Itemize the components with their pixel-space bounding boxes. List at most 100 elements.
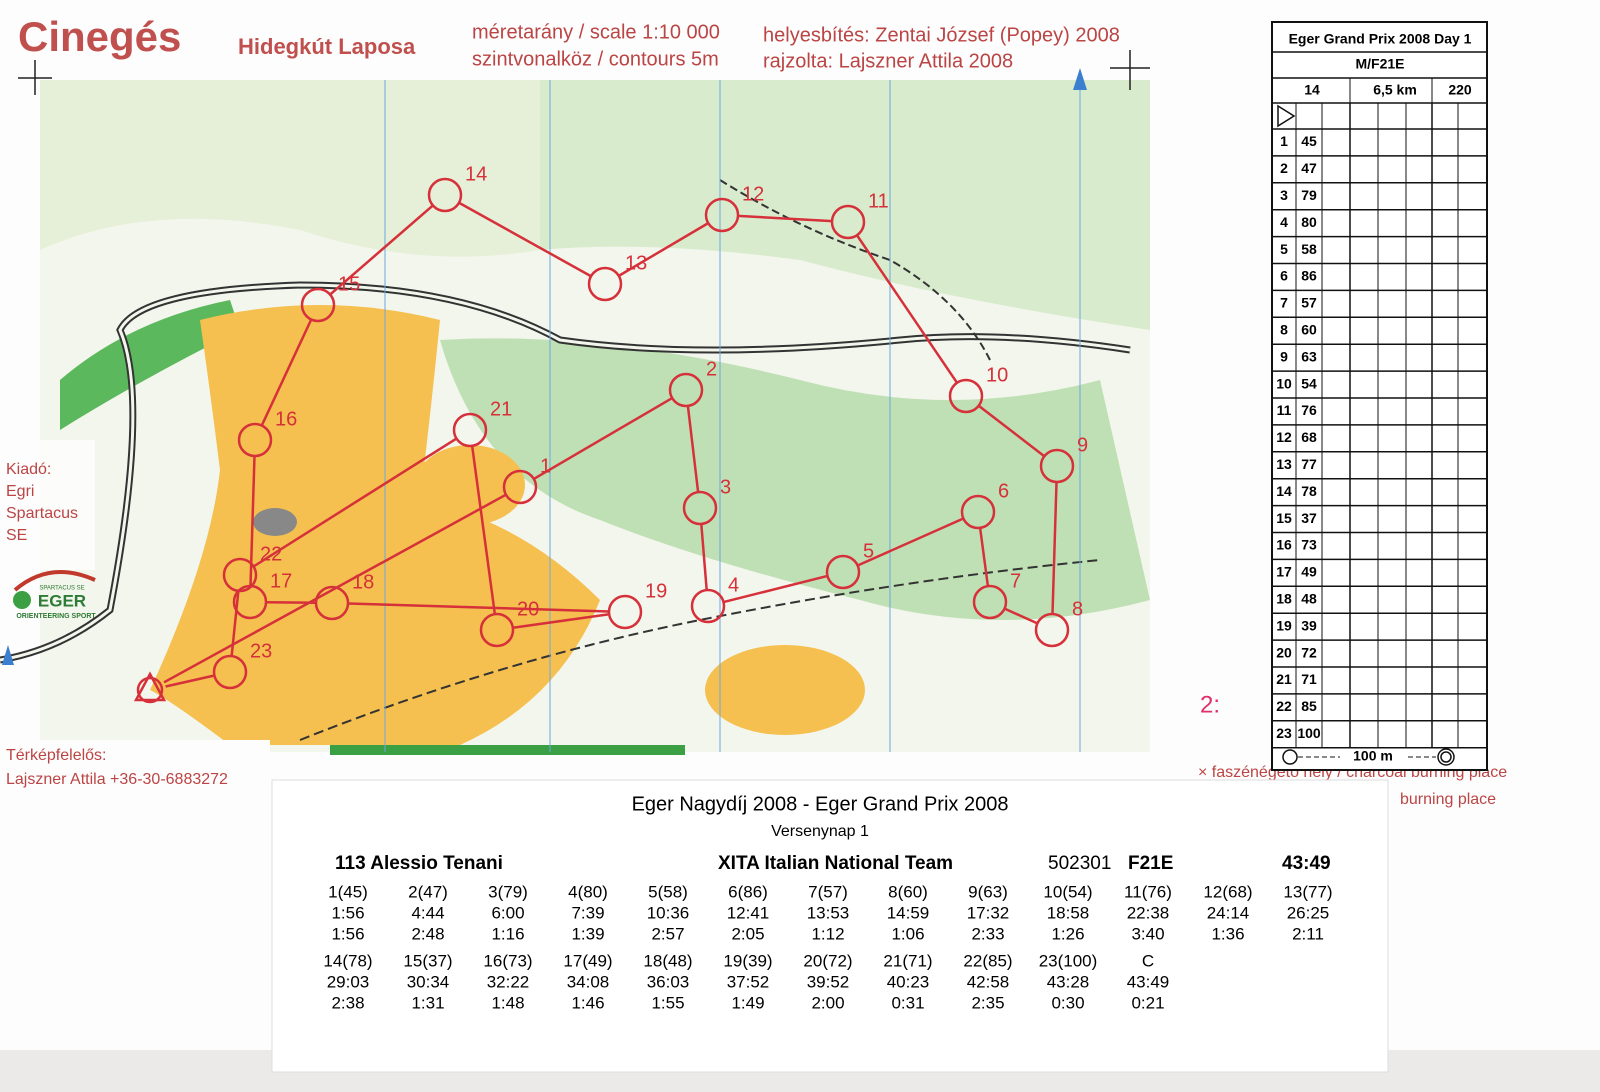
control-number: 13 <box>1276 456 1292 472</box>
split-time: 1:56 <box>331 903 364 922</box>
control-number: 11 <box>1277 402 1292 418</box>
course-leg <box>700 523 708 591</box>
control-number: 18 <box>1276 590 1292 606</box>
green-area <box>440 338 1150 620</box>
control-number: 12 <box>1276 429 1292 445</box>
legend-line: burning place <box>1400 791 1496 808</box>
split-time: 7:39 <box>571 903 604 922</box>
control-code: 100 <box>1297 725 1321 741</box>
publisher-line: Egri <box>6 483 34 500</box>
split-leg: 1:26 <box>1051 924 1084 943</box>
map-scale: méretarány / scale 1:10 000 <box>472 21 720 43</box>
publisher-box <box>0 440 95 570</box>
control-circle <box>668 372 704 408</box>
course-leg <box>252 437 458 568</box>
control-number: 2 <box>706 358 717 380</box>
split-time: 32:22 <box>487 972 530 991</box>
course-leg <box>723 574 828 604</box>
slip-card-number: 502301 <box>1048 853 1111 874</box>
map-area: Hidegkút Laposa <box>238 34 416 59</box>
control-circle <box>830 204 866 240</box>
split-time: 39:52 <box>807 972 850 991</box>
control-circle <box>1039 448 1075 484</box>
control-code: 86 <box>1301 268 1317 284</box>
control-number: 10 <box>1276 375 1292 391</box>
logo-swoosh <box>13 570 96 592</box>
split-time: 43:49 <box>1127 972 1170 991</box>
road-fill <box>0 283 1131 662</box>
control-number: 17 <box>270 570 292 592</box>
start-triangle <box>133 671 167 702</box>
split-control: 23(100) <box>1039 951 1098 970</box>
slip-class: F21E <box>1128 853 1173 874</box>
track <box>299 559 1101 741</box>
course-leg <box>165 674 215 688</box>
control-number: 23 <box>250 640 272 662</box>
course-leg <box>737 214 833 223</box>
open-land <box>705 645 865 735</box>
split-control: 1(45) <box>328 882 368 901</box>
control-circle <box>427 177 463 213</box>
green-area <box>540 80 1150 330</box>
finish-circle <box>136 676 164 704</box>
card-frame <box>1271 21 1488 771</box>
control-number: 7 <box>1280 295 1288 311</box>
control-number: 15 <box>338 273 360 295</box>
course-leg <box>1051 481 1058 615</box>
control-code: 72 <box>1301 644 1317 660</box>
control-circle <box>479 612 515 648</box>
split-control: 5(58) <box>648 882 688 901</box>
control-circle <box>300 287 336 323</box>
split-leg: 2:35 <box>971 993 1004 1012</box>
control-code: 45 <box>1301 133 1317 149</box>
registration-cross <box>18 50 1150 95</box>
control-circle <box>237 422 273 458</box>
split-time: 36:03 <box>647 972 690 991</box>
split-leg: 1:55 <box>651 993 684 1012</box>
split-leg: 3:40 <box>1131 924 1164 943</box>
split-leg: 1:39 <box>571 924 604 943</box>
course-leg <box>512 612 610 630</box>
course-leg <box>855 234 959 384</box>
card-scale-bar: 100 m <box>1353 748 1393 764</box>
finish-symbol <box>1440 751 1452 763</box>
control-code: 78 <box>1301 483 1317 499</box>
green-strip <box>330 745 685 755</box>
control-number: 10 <box>986 364 1008 386</box>
split-time: 43:28 <box>1047 972 1090 991</box>
control-circle <box>587 266 623 302</box>
split-control: 19(39) <box>723 951 772 970</box>
split-leg: 2:48 <box>411 924 444 943</box>
control-number: 14 <box>465 163 487 185</box>
control-code: 47 <box>1301 160 1317 176</box>
split-control: 14(78) <box>323 951 372 970</box>
course-leg <box>978 527 990 587</box>
slip-subtitle: Versenynap 1 <box>771 823 869 840</box>
control-circle <box>948 378 984 414</box>
control-circle <box>690 588 726 624</box>
split-control: 9(63) <box>968 882 1008 901</box>
control-circle <box>972 584 1008 620</box>
split-time: 22:38 <box>1127 903 1170 922</box>
finish-symbol <box>1282 749 1298 765</box>
split-control: 11(76) <box>1124 882 1172 901</box>
control-code: 57 <box>1301 295 1317 311</box>
control-number: 1 <box>1280 133 1288 149</box>
split-control: 8(60) <box>888 882 928 901</box>
split-leg: 2:00 <box>811 993 844 1012</box>
control-number: 9 <box>1280 348 1288 364</box>
control-circle <box>212 654 248 690</box>
split-control: 10(54) <box>1043 882 1092 901</box>
control-code: 85 <box>1301 698 1317 714</box>
split-control: 21(71) <box>883 951 932 970</box>
control-number: 3 <box>1280 187 1288 203</box>
course-leg <box>458 201 592 278</box>
split-control: 6(86) <box>728 882 768 901</box>
split-leg: 1:16 <box>491 924 524 943</box>
logo-emblem <box>13 591 31 609</box>
split-leg: 2:38 <box>331 993 364 1012</box>
course-leg <box>230 590 240 657</box>
